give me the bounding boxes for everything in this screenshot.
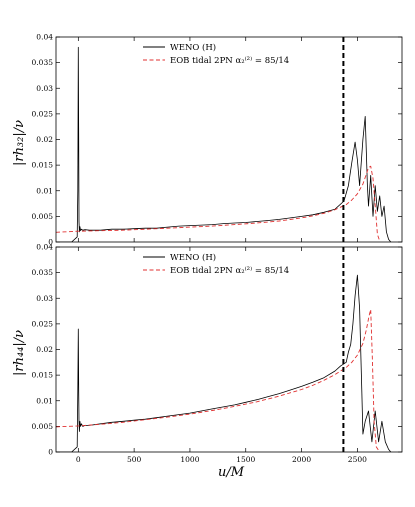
ylabel-bottom: |rh₄₄|/ν [12,330,27,376]
y-tick-label: 0.02 [36,345,53,354]
y-tick-label: 0.03 [36,294,53,303]
y-tick-label: 0.005 [32,212,54,221]
legend-label-eob: EOB tidal 2PN α₂⁽²⁾ = 85/14 [170,56,289,66]
panel-top: 0 0.005 0.01 0.015 0.02 0.025 0.03 0.035 0.04 WEN… [32,33,403,247]
x-tick-label: 2000 [292,455,311,464]
x-tick-label: 500 [127,455,142,464]
x-tick-label: 2500 [348,455,367,464]
panel-bottom: 0 0.005 0.01 0.015 0.02 0.025 0.03 0.035 0.04 0 50… [32,243,403,464]
y-tick-label: 0.01 [36,396,53,405]
series-weno-line [56,46,392,242]
x-tick-label: 1000 [180,455,199,464]
xlabel: u/M [218,465,245,480]
y-tick-label: 0.02 [36,135,53,144]
ylabel-top: |rh₃₂|/ν [12,120,27,166]
axes-frame [55,36,403,243]
y-tick-label: 0.01 [36,186,53,195]
series-weno-line [56,274,392,452]
y-tick-label: 0.025 [32,109,54,118]
legend-label-weno: WENO (H) [170,252,216,263]
y-tick-label: 0.015 [32,161,54,170]
y-tick-label: 0.035 [32,268,54,277]
y-tick-label: 0.035 [32,58,54,67]
y-tick-label: 0 [48,238,53,247]
y-tick-label: 0.04 [36,33,53,42]
plot-data [56,274,392,452]
y-tick-label: 0.025 [32,319,54,328]
series-eob-line [56,165,381,242]
plot-data [56,46,392,242]
x-tick-label: 0 [76,455,81,464]
axes-frame [55,246,403,453]
y-tick-label: 0.005 [32,422,54,431]
y-tick-label: 0.03 [36,84,53,93]
x-tick-label: 1500 [236,455,255,464]
legend-label-eob: EOB tidal 2PN α₂⁽²⁾ = 85/14 [170,266,289,276]
y-tick-label: 0 [48,448,53,457]
legend-label-weno: WENO (H) [170,42,216,53]
series-eob-line [56,309,381,452]
y-tick-label: 0.04 [36,243,53,252]
y-tick-label: 0.015 [32,371,54,380]
